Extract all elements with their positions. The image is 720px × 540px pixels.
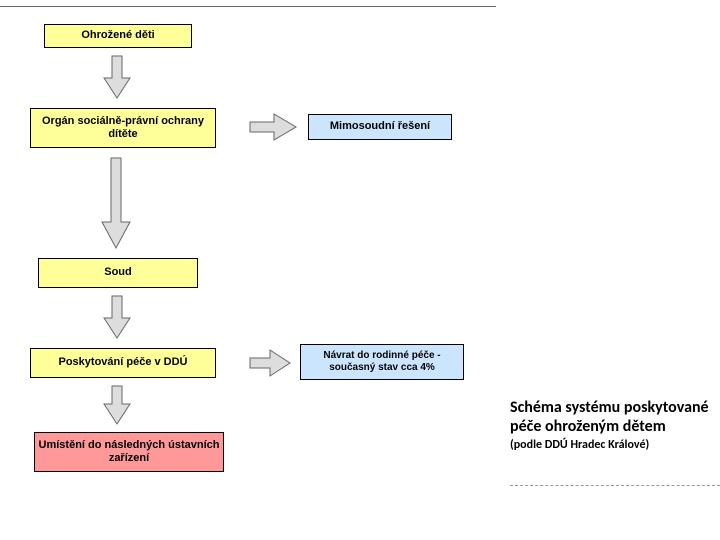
box-umisteni: Umístění do následných ústavních zařízen… [34, 432, 224, 472]
arrow-down-2 [100, 154, 132, 252]
box-navrat: Návrat do rodinné péče -současný stav cc… [300, 344, 464, 380]
arrow-down-4 [102, 382, 132, 428]
box-mimosoudni: Mimosoudní řešení [308, 114, 452, 140]
box-soud: Soud [38, 258, 198, 288]
box-label: Orgán sociálně-právní ochrany dítěte [33, 115, 213, 141]
arrow-right-1 [246, 112, 300, 142]
box-label: Soud [104, 266, 132, 279]
arrow-down-3 [102, 292, 132, 342]
box-organ-ochrany: Orgán sociálně-právní ochrany dítěte [30, 108, 216, 148]
box-label: Ohrožené děti [81, 29, 154, 42]
box-label: Návrat do rodinné péče -současný stav cc… [303, 350, 461, 374]
box-label: Umístění do následných ústavních zařízen… [37, 439, 221, 465]
top-divider [0, 6, 496, 7]
box-ohrozene-deti: Ohrožené děti [44, 24, 192, 48]
box-label: Poskytování péče v DDÚ [59, 356, 188, 369]
caption-subtitle: (podle DDÚ Hradec Králové) [510, 438, 710, 452]
caption-title: Schéma systému poskytované péče ohrožený… [510, 398, 710, 436]
dashed-divider [510, 485, 720, 486]
box-label: Mimosoudní řešení [330, 120, 430, 133]
box-pece-ddu: Poskytování péče v DDÚ [30, 348, 216, 378]
arrow-down-1 [102, 52, 132, 102]
caption-block: Schéma systému poskytované péče ohrožený… [510, 398, 710, 453]
arrow-right-2 [246, 348, 294, 378]
